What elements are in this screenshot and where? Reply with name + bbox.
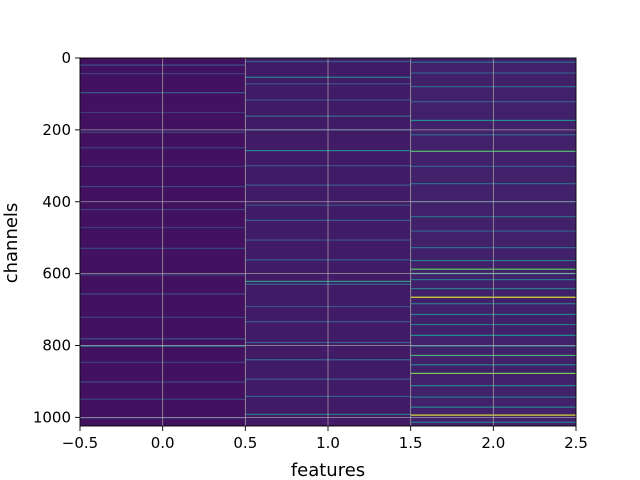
x-tick-label-6: 2.5: [564, 434, 588, 452]
y-tick-label-5: 1000: [33, 408, 71, 426]
x-tick-label-3: 1.0: [316, 434, 340, 452]
y-tick-label-4: 800: [42, 337, 71, 355]
plot-area: [79, 57, 577, 427]
y-tick-label-2: 400: [42, 193, 71, 211]
y-axis: 0 200 400 600 800 1000: [33, 49, 80, 426]
y-axis-label: channels: [1, 203, 22, 284]
x-tick-label-5: 2.0: [481, 434, 505, 452]
x-axis-label: features: [291, 460, 365, 480]
x-tick-label-1: 0.0: [151, 434, 175, 452]
x-axis: −0.5 0.0 0.5 1.0 1.5 2.0 2.5: [62, 426, 588, 452]
y-tick-label-0: 0: [61, 49, 71, 67]
x-tick-label-0: −0.5: [62, 434, 98, 452]
x-tick-label-4: 1.5: [399, 434, 423, 452]
x-tick-label-2: 0.5: [233, 434, 257, 452]
y-tick-label-1: 200: [42, 121, 71, 139]
y-tick-label-3: 600: [42, 265, 71, 283]
